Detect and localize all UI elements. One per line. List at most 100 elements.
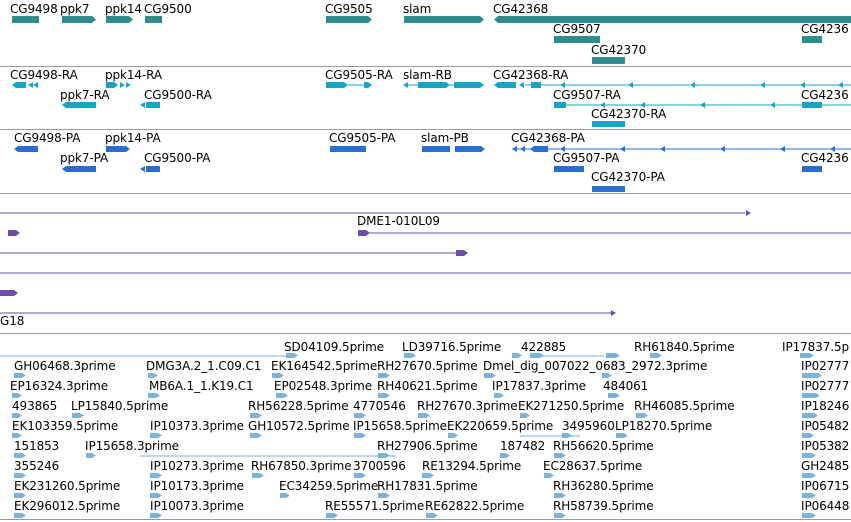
est-label[interactable]: RH40621.5prime xyxy=(377,379,478,393)
est-label[interactable]: IP10073.3prime xyxy=(150,499,244,513)
transcript-exon[interactable] xyxy=(592,121,625,127)
gene-feature[interactable] xyxy=(494,16,851,23)
strand-arrow[interactable] xyxy=(140,166,145,172)
gene-label[interactable]: CG9500 xyxy=(144,2,192,16)
est-block[interactable] xyxy=(252,473,264,478)
est-label[interactable]: IP10373.3prime xyxy=(150,419,244,433)
est-label[interactable]: RH56620.5prime xyxy=(553,439,654,453)
est-block[interactable] xyxy=(250,433,262,438)
strand-arrow[interactable] xyxy=(838,82,843,88)
gene-label[interactable]: CG9507 xyxy=(553,22,601,36)
transcript-exon[interactable] xyxy=(12,82,26,88)
est-block[interactable] xyxy=(554,493,566,498)
est-label[interactable]: RE13294.5prime xyxy=(422,459,522,473)
protein-block[interactable] xyxy=(330,146,366,152)
est-block[interactable] xyxy=(14,513,26,518)
est-label[interactable]: 187482 xyxy=(500,439,546,453)
est-label[interactable]: IP15658.3prime xyxy=(85,439,179,453)
est-label[interactable]: IP06448 xyxy=(801,499,850,513)
transcript-exon[interactable] xyxy=(494,82,516,88)
est-block[interactable] xyxy=(378,493,390,498)
est-label[interactable]: Dmel_dig_007022_0683_2972.3prime xyxy=(483,359,708,373)
est-label[interactable]: RH67850.3prime xyxy=(251,459,352,473)
strand-arrow[interactable] xyxy=(770,102,775,108)
est-label[interactable]: LP15840.5prime xyxy=(71,399,169,413)
est-label[interactable]: GH06468.3prime xyxy=(14,359,116,373)
strand-arrow[interactable] xyxy=(68,166,73,172)
protein-block[interactable] xyxy=(530,146,548,152)
strand-arrow[interactable] xyxy=(520,146,525,152)
gene-label[interactable]: CG42368 xyxy=(493,2,549,16)
est-label[interactable]: EK164542.5prime xyxy=(271,359,378,373)
est-label[interactable]: RH17831.5prime xyxy=(377,479,478,493)
est-label[interactable]: RH46085.5prime xyxy=(634,399,735,413)
protein-label[interactable]: CG9505-PA xyxy=(329,131,396,145)
clone-end[interactable] xyxy=(456,250,468,256)
est-label[interactable]: 4770546 xyxy=(353,399,406,413)
protein-label[interactable]: slam-PB xyxy=(421,131,469,145)
strand-arrow[interactable] xyxy=(33,82,38,88)
transcript-exon[interactable] xyxy=(802,102,822,108)
est-label[interactable]: RH61840.5prime xyxy=(634,340,735,354)
est-block[interactable] xyxy=(404,353,416,358)
transcript-label[interactable]: CG9500-RA xyxy=(144,88,212,102)
est-label[interactable]: IP10273.3prime xyxy=(150,459,244,473)
strand-arrow[interactable] xyxy=(628,82,633,88)
est-block[interactable] xyxy=(554,513,566,518)
est-block[interactable] xyxy=(250,413,262,418)
est-block[interactable] xyxy=(484,373,496,378)
strand-arrow[interactable] xyxy=(620,146,625,152)
est-label[interactable]: EP16324.3prime xyxy=(10,379,108,393)
est-label[interactable]: IP02777 xyxy=(801,379,850,393)
est-block[interactable] xyxy=(602,373,612,378)
clone-label[interactable]: G18 xyxy=(0,314,25,328)
gene-label[interactable]: ppk7 xyxy=(60,2,90,16)
est-block[interactable] xyxy=(12,413,22,418)
est-label[interactable]: RE62822.5prime xyxy=(425,499,525,513)
gene-feature[interactable] xyxy=(106,16,133,23)
est-block[interactable] xyxy=(520,413,530,418)
gene-feature[interactable] xyxy=(145,16,162,23)
est-label[interactable]: 3495960 xyxy=(562,419,615,433)
gene-feature[interactable] xyxy=(404,16,484,23)
est-block[interactable] xyxy=(802,393,820,398)
transcript-exon[interactable] xyxy=(454,82,484,88)
est-block[interactable] xyxy=(512,353,522,358)
transcript-label[interactable]: CG9507-RA xyxy=(553,88,621,102)
clone-label[interactable]: DME1-010L09 xyxy=(357,214,440,228)
strand-arrow[interactable] xyxy=(746,210,751,216)
est-label[interactable]: 493865 xyxy=(12,399,58,413)
est-label[interactable]: IP05382 xyxy=(801,439,850,453)
protein-block[interactable] xyxy=(592,186,625,192)
est-block[interactable] xyxy=(12,433,22,438)
est-block[interactable] xyxy=(802,493,816,498)
gene-label[interactable]: CG42370 xyxy=(591,43,647,57)
protein-label[interactable]: CG9498-PA xyxy=(14,131,81,145)
est-label[interactable]: IP02777 xyxy=(801,359,850,373)
est-block[interactable] xyxy=(800,353,814,358)
strand-arrow[interactable] xyxy=(560,82,565,88)
strand-arrow[interactable] xyxy=(830,146,835,152)
transcript-label[interactable]: CG9505-RA xyxy=(325,68,393,82)
protein-label[interactable]: CG42368-PA xyxy=(511,131,585,145)
est-label[interactable]: IP05482 xyxy=(801,419,850,433)
est-label[interactable]: 484061 xyxy=(603,379,649,393)
est-block[interactable] xyxy=(650,353,662,358)
est-label[interactable]: RH27670.5prime xyxy=(377,359,478,373)
est-label[interactable]: EK103359.5prime xyxy=(12,419,119,433)
protein-block[interactable] xyxy=(422,146,450,152)
transcript-label[interactable]: slam-RB xyxy=(403,68,452,82)
est-label[interactable]: EK231260.5prime xyxy=(14,479,121,493)
est-block[interactable] xyxy=(72,413,84,418)
protein-block[interactable] xyxy=(802,166,822,172)
est-label[interactable]: EC28637.5prime xyxy=(543,459,643,473)
est-label[interactable]: EK220659.5prime xyxy=(447,419,554,433)
protein-block[interactable] xyxy=(455,146,485,152)
strand-arrow[interactable] xyxy=(720,146,725,152)
gene-label[interactable]: slam xyxy=(403,2,432,16)
est-block[interactable] xyxy=(326,513,338,518)
est-block[interactable] xyxy=(150,473,162,478)
clone-end[interactable] xyxy=(0,290,18,296)
strand-arrow[interactable] xyxy=(123,146,128,152)
est-block[interactable] xyxy=(802,453,816,458)
